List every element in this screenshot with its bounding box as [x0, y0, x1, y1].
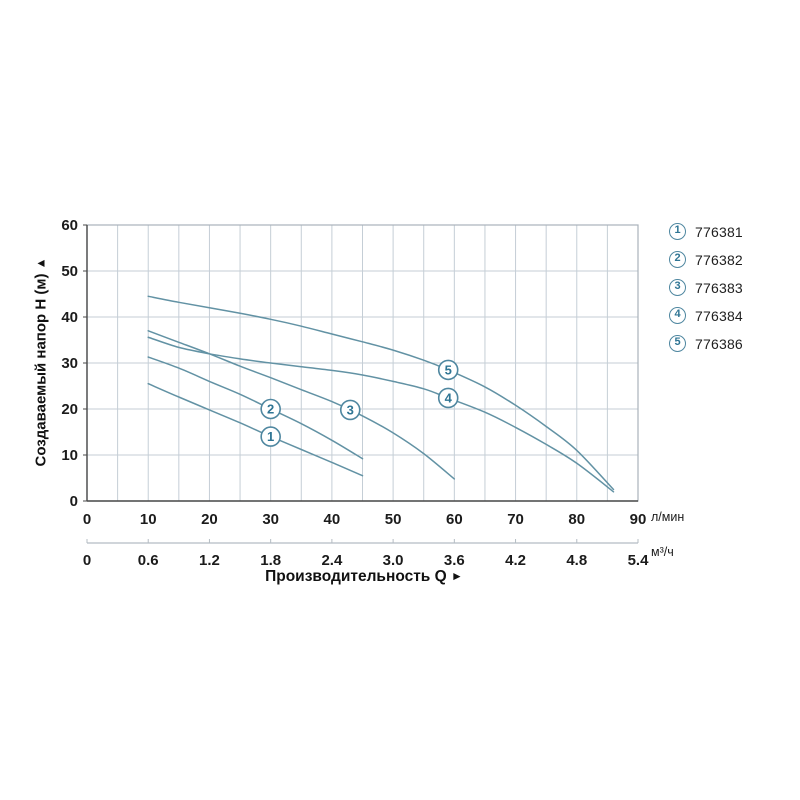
- x-tick-label: 70: [507, 511, 524, 528]
- secondary-tick-label: 2.4: [321, 552, 343, 569]
- legend-item-776382: 2 776382: [669, 251, 743, 268]
- y-tick-label: 30: [61, 355, 78, 372]
- secondary-tick-label: 0.6: [138, 552, 159, 569]
- x-axis-title-text: Производительность Q: [265, 568, 447, 585]
- x-tick-label: 30: [262, 511, 279, 528]
- curve-776382: [147, 356, 364, 460]
- curve-marker-circle-1: [260, 426, 281, 447]
- y-tick-label: 0: [70, 493, 78, 510]
- legend-model-label: 776382: [695, 251, 743, 268]
- curve-marker-circle-5: [437, 359, 459, 381]
- secondary-tick-label: 1.8: [260, 552, 281, 569]
- x-tick-label: 0: [83, 511, 91, 528]
- curve-marker-number-2: 2: [267, 402, 274, 417]
- y-tick-label: 60: [61, 217, 78, 234]
- x-tick-label: 90: [630, 511, 647, 528]
- curve-776386: [147, 295, 615, 491]
- x-axis-unit-m3h: м³/ч: [651, 545, 674, 559]
- y-tick-label: 50: [61, 263, 78, 280]
- y-tick-label: 40: [61, 309, 78, 326]
- secondary-tick-label: 4.2: [505, 552, 526, 569]
- curve-776384: [147, 336, 615, 493]
- curve-marker-circle-4: [437, 387, 459, 409]
- legend-marker-circle-2: 2: [669, 251, 686, 268]
- up-arrow-icon: ▲: [33, 257, 48, 270]
- x-tick-label: 50: [385, 511, 402, 528]
- secondary-tick-label: 0: [83, 552, 91, 569]
- right-arrow-icon: ►: [451, 569, 463, 583]
- legend-item-776386: 5 776386: [669, 335, 743, 352]
- secondary-tick-label: 1.2: [199, 552, 220, 569]
- legend-marker-circle-3: 3: [669, 279, 686, 296]
- legend-marker-circle-4: 4: [669, 307, 686, 324]
- legend-item-776383: 3 776383: [669, 279, 743, 296]
- x-tick-label: 60: [446, 511, 463, 528]
- x-tick-label: 80: [568, 511, 585, 528]
- legend: 1 776381 2 776382 3 776383 4 776384 5 776386: [669, 223, 743, 363]
- legend-marker-circle-5: 5: [669, 335, 686, 352]
- x-tick-label: 40: [324, 511, 341, 528]
- x-axis-title: Производительность Q ►: [265, 568, 463, 586]
- secondary-tick-label: 3.6: [444, 552, 465, 569]
- x-axis-unit-lmin: л/мин: [651, 510, 685, 524]
- curve-marker-number-3: 3: [347, 402, 354, 417]
- legend-item-776381: 1 776381: [669, 223, 743, 240]
- legend-model-label: 776383: [695, 279, 743, 296]
- curve-marker-circle-2: [260, 398, 281, 420]
- y-tick-label: 10: [61, 447, 78, 464]
- secondary-tick-label: 3.0: [383, 552, 404, 569]
- legend-model-label: 776381: [695, 223, 743, 240]
- legend-model-label: 776386: [695, 335, 743, 352]
- curve-marker-number-1: 1: [267, 429, 274, 444]
- legend-model-label: 776384: [695, 307, 743, 324]
- y-tick-label: 20: [61, 401, 78, 418]
- curve-marker-number-4: 4: [445, 390, 453, 405]
- legend-item-776384: 4 776384: [669, 307, 743, 324]
- x-tick-label: 20: [201, 511, 218, 528]
- y-axis-title: Создаваемый напор H (м) ▲: [33, 257, 50, 466]
- curve-776383: [147, 330, 456, 480]
- curve-marker-circle-3: [339, 399, 361, 421]
- curve-776381: [147, 382, 364, 477]
- curve-marker-number-5: 5: [445, 362, 452, 377]
- y-axis-title-text: Создаваемый напор H (м): [32, 273, 50, 467]
- legend-marker-circle-1: 1: [669, 223, 686, 240]
- secondary-tick-label: 5.4: [628, 552, 650, 569]
- pump-curves-chart: 0 10 20 30 40 50 60 70 80 90 0 10 20 30 40 50 60 0 0.6 1.2 1…: [61, 217, 650, 569]
- secondary-tick-label: 4.8: [566, 552, 587, 569]
- x-tick-label: 10: [140, 511, 157, 528]
